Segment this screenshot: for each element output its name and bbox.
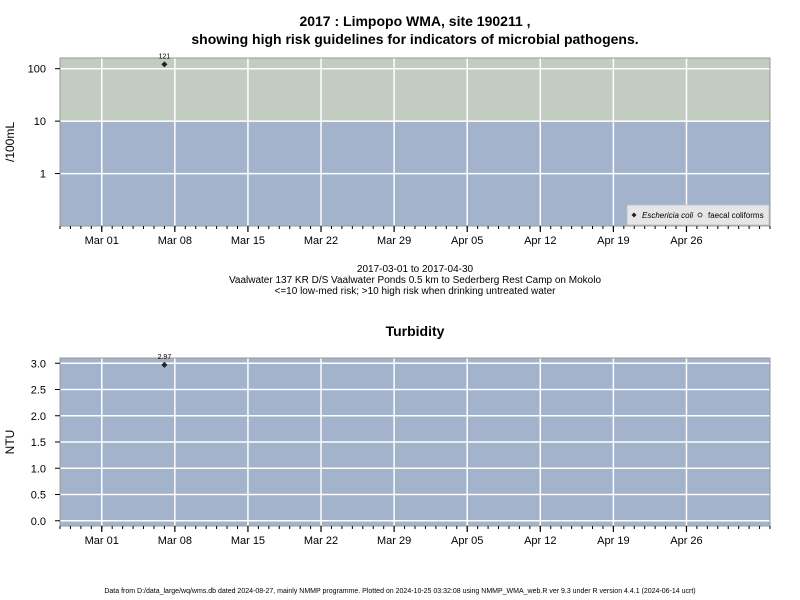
y-tick-label: 1.0 <box>31 463 46 475</box>
x-tick-label: Apr 05 <box>451 235 483 247</box>
x-tick-label: Mar 15 <box>231 535 265 547</box>
y-axis-label: /100mL <box>3 122 17 162</box>
y-tick-label: 2.0 <box>31 411 46 423</box>
data-label: 2.97 <box>158 354 172 361</box>
y-tick-label: 10 <box>34 116 46 128</box>
x-tick-label: Apr 26 <box>670 535 702 547</box>
x-tick-label: Mar 08 <box>158 235 192 247</box>
x-tick-label: Apr 19 <box>597 235 629 247</box>
caption-date-range: 2017-03-01 to 2017-04-30 <box>356 264 474 275</box>
x-tick-label: Apr 05 <box>451 535 483 547</box>
x-tick-label: Apr 12 <box>524 235 556 247</box>
y-axis-label: NTU <box>3 430 17 455</box>
y-tick-label: 2.5 <box>31 385 46 397</box>
data-label: 121 <box>159 53 171 60</box>
chart-title-line1: 2017 : Limpopo WMA, site 190211 , <box>299 13 531 29</box>
y-tick-label: 3.0 <box>31 358 46 370</box>
legend-marker <box>697 212 703 218</box>
data-point <box>161 61 168 68</box>
x-tick-label: Mar 29 <box>377 535 411 547</box>
x-tick-label: Mar 01 <box>85 235 119 247</box>
y-tick-label: 0.5 <box>31 490 46 502</box>
x-tick-label: Mar 15 <box>231 235 265 247</box>
data-point <box>161 361 168 368</box>
footer-note: Data from D:/data_large/wq/wms.db dated … <box>104 588 696 595</box>
x-tick-label: Apr 26 <box>670 235 702 247</box>
legend-entry: Eschericia coli <box>642 211 693 220</box>
x-tick-label: Mar 01 <box>85 535 119 547</box>
x-tick-label: Apr 12 <box>524 535 556 547</box>
turbidity-title: Turbidity <box>385 323 445 339</box>
chart-title-line2: showing high risk guidelines for indicat… <box>191 31 639 47</box>
legend-entry: faecal coliforms <box>708 211 764 220</box>
x-tick-label: Mar 08 <box>158 535 192 547</box>
x-tick-label: Mar 22 <box>304 235 338 247</box>
caption-site-description: Vaalwater 137 KR D/S Vaalwater Ponds 0.5… <box>228 275 602 286</box>
turbidity-panel: 0.0 0.5 1.0 1.5 2.0 2.5 3.0 Mar 01 Mar 08 Mar 15 M… <box>3 354 771 547</box>
x-tick-label: Apr 19 <box>597 535 629 547</box>
x-tick-label: Mar 22 <box>304 535 338 547</box>
x-tick-label: Mar 29 <box>377 235 411 247</box>
y-tick-label: 0.0 <box>31 516 46 528</box>
y-tick-label: 100 <box>28 64 46 76</box>
y-tick-label: 1 <box>40 169 46 181</box>
y-tick-label: 1.5 <box>31 437 46 449</box>
microbial-panel: 1 10 100 Mar 01 Mar 08 Mar 15 Mar 22 Mar 29 Apr … <box>3 53 771 247</box>
high-risk-band <box>60 58 770 122</box>
caption-risk-guideline: <=10 low-med risk; >10 high risk when dr… <box>274 286 556 297</box>
legend-marker <box>631 212 637 218</box>
